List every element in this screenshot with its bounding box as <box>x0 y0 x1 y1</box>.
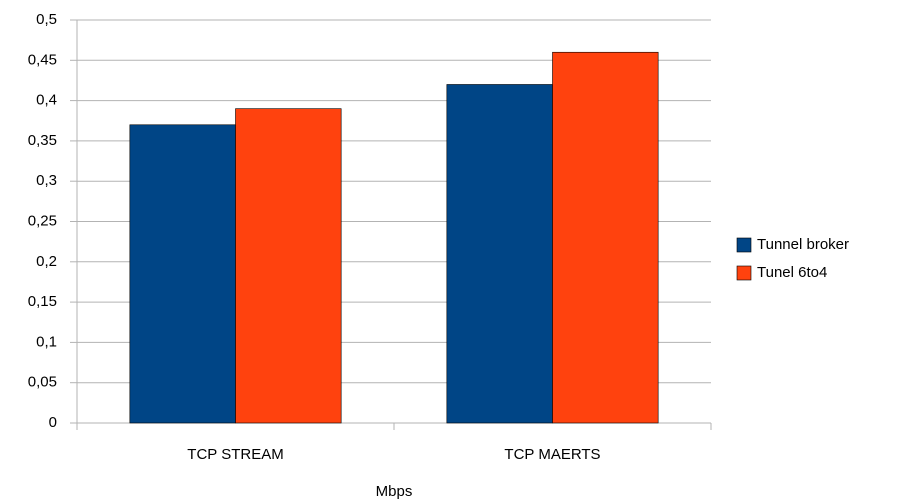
y-tick-label: 0,35 <box>28 132 57 149</box>
bar <box>446 84 553 424</box>
bar <box>552 51 659 424</box>
legend-swatch <box>736 265 752 281</box>
y-tick-label: 0,5 <box>36 11 57 28</box>
y-tick-label: 0,2 <box>36 253 57 270</box>
y-tick-label: 0,1 <box>36 333 57 350</box>
y-tick-label: 0 <box>49 414 57 431</box>
x-tick-label: TCP STREAM <box>187 446 283 463</box>
y-tick-label: 0,45 <box>28 51 57 68</box>
legend-label: Tunel 6to4 <box>757 264 827 281</box>
legend-label: Tunnel broker <box>757 236 849 253</box>
bar <box>235 108 342 424</box>
y-tick-label: 0,3 <box>36 172 57 189</box>
y-tick-label: 0,05 <box>28 374 57 391</box>
x-axis-label: Mbps <box>376 483 413 500</box>
legend-swatch <box>736 237 752 253</box>
bar <box>129 124 236 424</box>
y-tick-label: 0,25 <box>28 212 57 229</box>
y-tick-label: 0,15 <box>28 293 57 310</box>
x-tick-label: TCP MAERTS <box>504 446 600 463</box>
y-tick-label: 0,4 <box>36 92 57 109</box>
